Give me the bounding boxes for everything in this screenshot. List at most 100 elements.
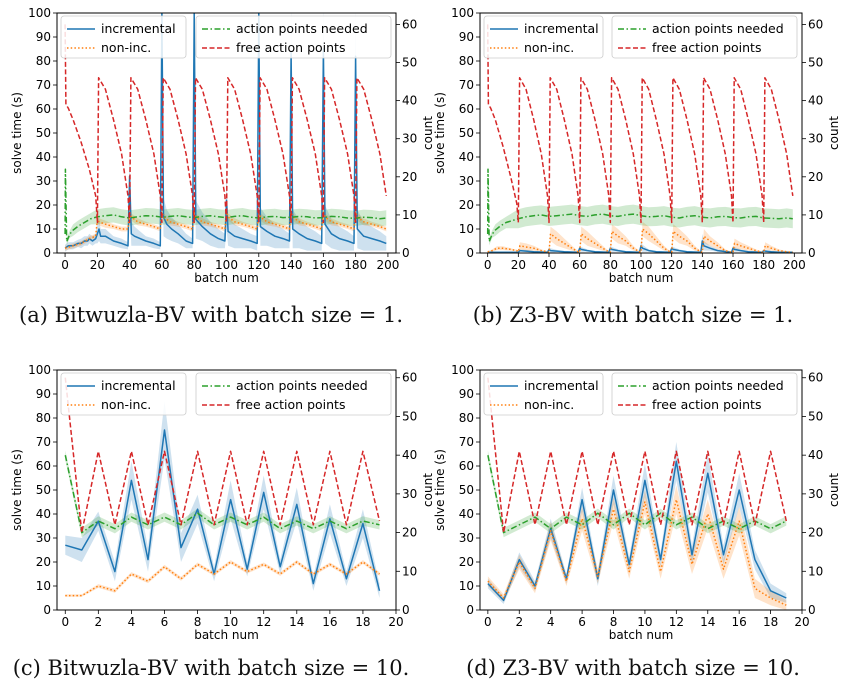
series-band xyxy=(65,560,380,597)
y-tick-label: 20 xyxy=(459,555,474,569)
y-tick-label: 60 xyxy=(36,459,51,473)
legend-label: incremental xyxy=(524,21,599,36)
series-band xyxy=(65,401,380,598)
y2-tick-label: 20 xyxy=(808,526,823,540)
panel-b: 0 20 40 60 80 100 120 140 160 180 2000102030405060… xyxy=(433,6,841,285)
y2-tick-label: 30 xyxy=(808,132,823,146)
y-tick-label: 80 xyxy=(459,411,474,425)
x-tick-label: 6 xyxy=(161,615,169,629)
y-tick-label: 20 xyxy=(459,198,474,212)
y2-tick-label: 40 xyxy=(808,448,823,462)
y2-tick-label: 60 xyxy=(808,17,823,31)
x-tick-label: 20 xyxy=(794,615,809,629)
y2-tick-label: 30 xyxy=(402,487,417,501)
legend-left: incremental non-inc. xyxy=(483,372,604,416)
x-tick-label: 200 xyxy=(783,258,806,272)
x-tick-label: 4 xyxy=(128,615,136,629)
legend-box xyxy=(60,372,187,416)
y-tick-label: 60 xyxy=(459,459,474,473)
legend-box xyxy=(611,372,798,416)
series-line-incremental xyxy=(65,429,381,591)
y-tick-label: 10 xyxy=(36,579,51,593)
legend-label: action points needed xyxy=(236,378,368,393)
legend-label: non-inc. xyxy=(101,397,151,412)
plot-area xyxy=(64,377,381,598)
y-tick-label: 70 xyxy=(36,435,51,449)
y2-tick-label: 50 xyxy=(402,409,417,423)
y-tick-label: 100 xyxy=(28,363,51,377)
x-tick-label: 10 xyxy=(637,615,652,629)
y-tick-label: 60 xyxy=(36,102,51,116)
panel-d: 0 2 4 6 8 10 12 14 16 18 2001020304050607080901000… xyxy=(433,363,841,642)
y-tick-label: 30 xyxy=(36,531,51,545)
y2-tick-label: 40 xyxy=(808,94,823,108)
y-tick-label: 10 xyxy=(36,222,51,236)
y-tick-label: 0 xyxy=(43,246,51,260)
series-line-non-inc- xyxy=(64,211,387,249)
y2-tick-label: 50 xyxy=(402,56,417,70)
legend-box xyxy=(611,15,798,59)
series-line-free-action-points xyxy=(487,377,788,534)
y-tick-label: 90 xyxy=(36,30,51,44)
legend-label: non-inc. xyxy=(101,40,151,55)
series-band xyxy=(65,450,380,538)
y2-tick-label: 30 xyxy=(808,487,823,501)
x-tick-label: 100 xyxy=(215,258,238,272)
legend-left: incremental non-inc. xyxy=(60,15,187,59)
y-tick-label: 0 xyxy=(43,603,51,617)
y-tick-label: 70 xyxy=(459,435,474,449)
legend-right: action points needed free action points xyxy=(195,372,392,416)
series-band xyxy=(487,221,793,253)
x-axis-label: batch num xyxy=(609,271,674,285)
series-band xyxy=(487,165,793,246)
y2-tick-label: 0 xyxy=(402,603,410,617)
y-tick-label: 100 xyxy=(451,363,474,377)
panel-a: 0 20 40 60 80 100 120 140 160 180 2000102030405060… xyxy=(10,6,435,285)
x-tick-label: 60 xyxy=(572,258,587,272)
legend-label: free action points xyxy=(652,40,761,55)
legend-box xyxy=(483,372,604,416)
y2-axis-label: count xyxy=(827,116,841,150)
x-tick-label: 18 xyxy=(355,615,370,629)
x-tick-label: 100 xyxy=(630,258,653,272)
y2-tick-label: 0 xyxy=(808,603,816,617)
x-tick-label: 0 xyxy=(61,615,69,629)
x-tick-label: 12 xyxy=(256,615,271,629)
plot-area xyxy=(64,13,388,252)
x-tick-label: 60 xyxy=(154,258,169,272)
y-tick-label: 50 xyxy=(459,483,474,497)
y-tick-label: 20 xyxy=(36,198,51,212)
y2-tick-label: 60 xyxy=(402,17,417,31)
y2-tick-label: 20 xyxy=(402,526,417,540)
y-tick-label: 50 xyxy=(36,483,51,497)
series-line-action-points-needed xyxy=(486,168,793,243)
y2-tick-label: 50 xyxy=(808,56,823,70)
y2-axis-label: count xyxy=(421,116,435,150)
legend-label: free action points xyxy=(236,397,345,412)
y2-tick-label: 50 xyxy=(808,409,823,423)
y2-tick-label: 40 xyxy=(402,94,417,108)
legend-label: free action points xyxy=(652,397,761,412)
legend-left: incremental non-inc. xyxy=(483,15,604,59)
y-tick-label: 40 xyxy=(36,507,51,521)
y2-tick-label: 10 xyxy=(402,208,417,222)
y2-tick-label: 0 xyxy=(402,246,410,260)
series-line-action-points-needed xyxy=(64,455,380,534)
series-line-incremental xyxy=(487,460,787,602)
x-tick-label: 4 xyxy=(547,615,555,629)
x-tick-label: 80 xyxy=(603,258,618,272)
y-tick-label: 40 xyxy=(459,507,474,521)
y2-tick-label: 60 xyxy=(402,371,417,385)
x-tick-label: 0 xyxy=(484,258,492,272)
x-tick-label: 0 xyxy=(61,258,69,272)
y-tick-label: 50 xyxy=(36,126,51,140)
y2-axis-label: count xyxy=(827,473,841,507)
x-tick-label: 140 xyxy=(691,258,714,272)
y-tick-label: 70 xyxy=(459,78,474,92)
y-tick-label: 10 xyxy=(459,579,474,593)
x-tick-label: 14 xyxy=(289,615,304,629)
plot-area xyxy=(487,377,788,610)
x-tick-label: 12 xyxy=(669,615,684,629)
x-tick-label: 8 xyxy=(194,615,202,629)
